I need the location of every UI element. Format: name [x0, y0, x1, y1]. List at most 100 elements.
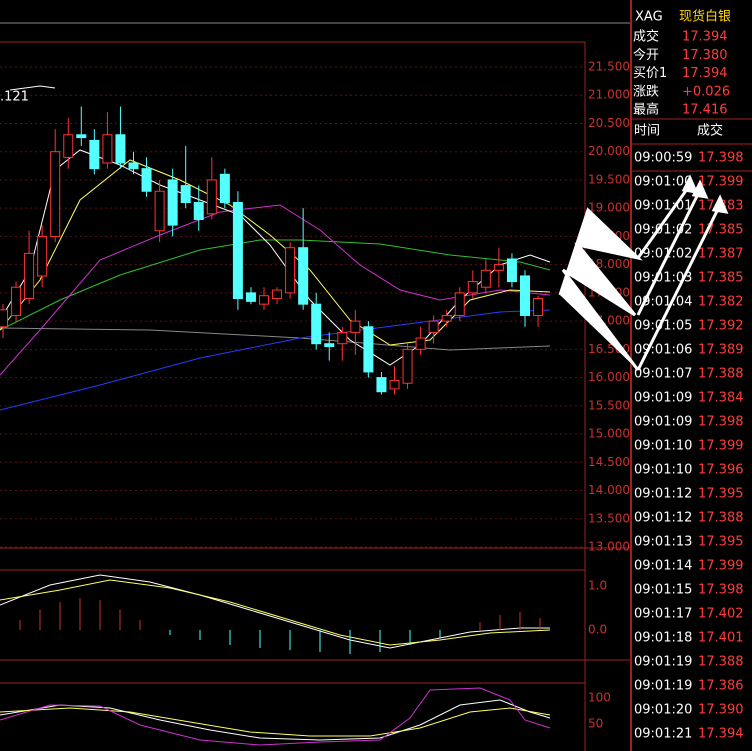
y-tick-label: 15.000: [588, 427, 630, 441]
candle-body: [128, 162, 139, 170]
tick-price: 17.399: [698, 439, 744, 454]
candle-body: [441, 314, 452, 322]
tick-time: 09:01:20: [634, 703, 692, 718]
y-tick-label: 13.500: [588, 511, 630, 525]
arrows: [558, 174, 729, 371]
kdj-tick: 100: [588, 691, 611, 705]
tick-price: 17.392: [698, 319, 744, 334]
quote-value: 17.380: [682, 48, 728, 63]
quote-label: 涨跌: [633, 83, 659, 99]
right-panel: 成交 17.394 今开 17.380 买价1 17.394 涨跌 +0.026 最高 17.41…: [633, 29, 744, 742]
candle-body: [11, 286, 22, 316]
symbol-name: 现货白银: [679, 9, 731, 25]
y-tick-label: 20.500: [588, 116, 630, 130]
candle-body: [24, 252, 35, 300]
candle-body: [232, 202, 243, 300]
candle-body: [506, 258, 517, 283]
tick-price: 17.384: [698, 391, 744, 406]
quote-label: 成交: [633, 29, 659, 45]
quote-label: 今开: [633, 47, 659, 63]
candle-body: [311, 303, 322, 345]
tick-price: 17.388: [698, 511, 744, 526]
candle-body: [428, 320, 439, 333]
y-tick-label: 14.500: [588, 455, 630, 469]
kdj: [0, 687, 551, 746]
tick-price: 17.382: [698, 295, 744, 310]
candle-body: [245, 292, 256, 302]
tick-time: 09:01:07: [634, 367, 692, 382]
tick-time: 09:01:10: [634, 439, 692, 454]
y-tick-label: 14.000: [588, 483, 630, 497]
y-tick-label: 20.000: [588, 144, 630, 158]
y-tick-label: 16.000: [588, 370, 630, 384]
candle-body: [337, 331, 348, 345]
y-tick-label: 19.500: [588, 172, 630, 186]
candle-body: [376, 377, 387, 393]
tick-price: 17.390: [698, 703, 744, 718]
tick-price: 17.385: [698, 271, 744, 286]
candle-body: [350, 320, 361, 333]
candle-body: [37, 235, 48, 277]
tick-time: 09:01:12: [634, 511, 692, 526]
candle-body: [141, 168, 152, 192]
quote-value: 17.394: [682, 66, 728, 81]
tick-time: 09:01:18: [634, 631, 692, 646]
candle-body: [206, 179, 217, 215]
macd-tick: 0.0: [588, 623, 607, 637]
candle-body: [0, 309, 8, 328]
tick-time: 09:01:00: [634, 175, 692, 190]
tick-time: 09:01:01: [634, 199, 692, 214]
candles: [0, 106, 544, 395]
tick-price: 17.388: [698, 367, 744, 382]
tick-time: 09:01:14: [634, 559, 692, 574]
tick-price: 17.395: [698, 535, 744, 550]
tick-price: 17.401: [698, 631, 744, 646]
tick-time: 09:01:17: [634, 607, 692, 622]
tick-time: 09:01:03: [634, 271, 692, 286]
candle-body: [285, 247, 296, 294]
macd: [0, 574, 551, 654]
y-tick-label: 19.000: [588, 201, 630, 215]
candle-body: [63, 134, 74, 158]
quote-label: 买价1: [633, 66, 667, 81]
candle-body: [415, 337, 426, 350]
tick-time: 09:01:19: [634, 655, 692, 670]
candle-body: [493, 264, 504, 271]
tick-time: 09:01:09: [634, 415, 692, 430]
tick-time: 09:01:15: [634, 583, 692, 598]
candle-body: [102, 134, 113, 164]
tick-price: 17.398: [698, 583, 744, 598]
candle-body: [324, 343, 335, 348]
tick-price: 17.398: [698, 415, 744, 430]
candle-body: [115, 134, 126, 164]
quote-value: 17.416: [682, 103, 728, 118]
candle-body: [480, 269, 491, 288]
tick-price: 17.395: [698, 487, 744, 502]
tick-time: 09:01:10: [634, 463, 692, 478]
kdj-tick: 50: [588, 717, 603, 731]
tick-time: 09:01:02: [634, 247, 692, 262]
candle-body: [219, 173, 230, 204]
candle-body: [520, 275, 530, 316]
tick-time: 09:01:04: [634, 295, 692, 310]
tick-time: 09:01:05: [634, 319, 692, 334]
candle-body: [180, 185, 191, 204]
tick-time: 09:01:19: [634, 679, 692, 694]
tick-price: 17.396: [698, 463, 744, 478]
quote-label: 最高: [633, 102, 659, 118]
tick-price: 17.394: [698, 727, 744, 742]
candle-body: [363, 326, 374, 373]
candle-body: [389, 379, 400, 390]
candle-body: [76, 134, 87, 139]
candle-body: [89, 139, 100, 170]
y-tick-label: 18.000: [588, 257, 630, 271]
tick-price: 17.389: [698, 343, 744, 358]
y-tick-label: 13.000: [588, 540, 630, 554]
macd-tick: 1.0: [588, 579, 607, 593]
ticks-header: 时间: [634, 124, 660, 139]
tick-price: 17.398: [698, 151, 744, 166]
y-tick-label: 21.500: [588, 60, 630, 74]
candle-body: [193, 202, 204, 220]
ma-label: .121: [0, 90, 29, 105]
